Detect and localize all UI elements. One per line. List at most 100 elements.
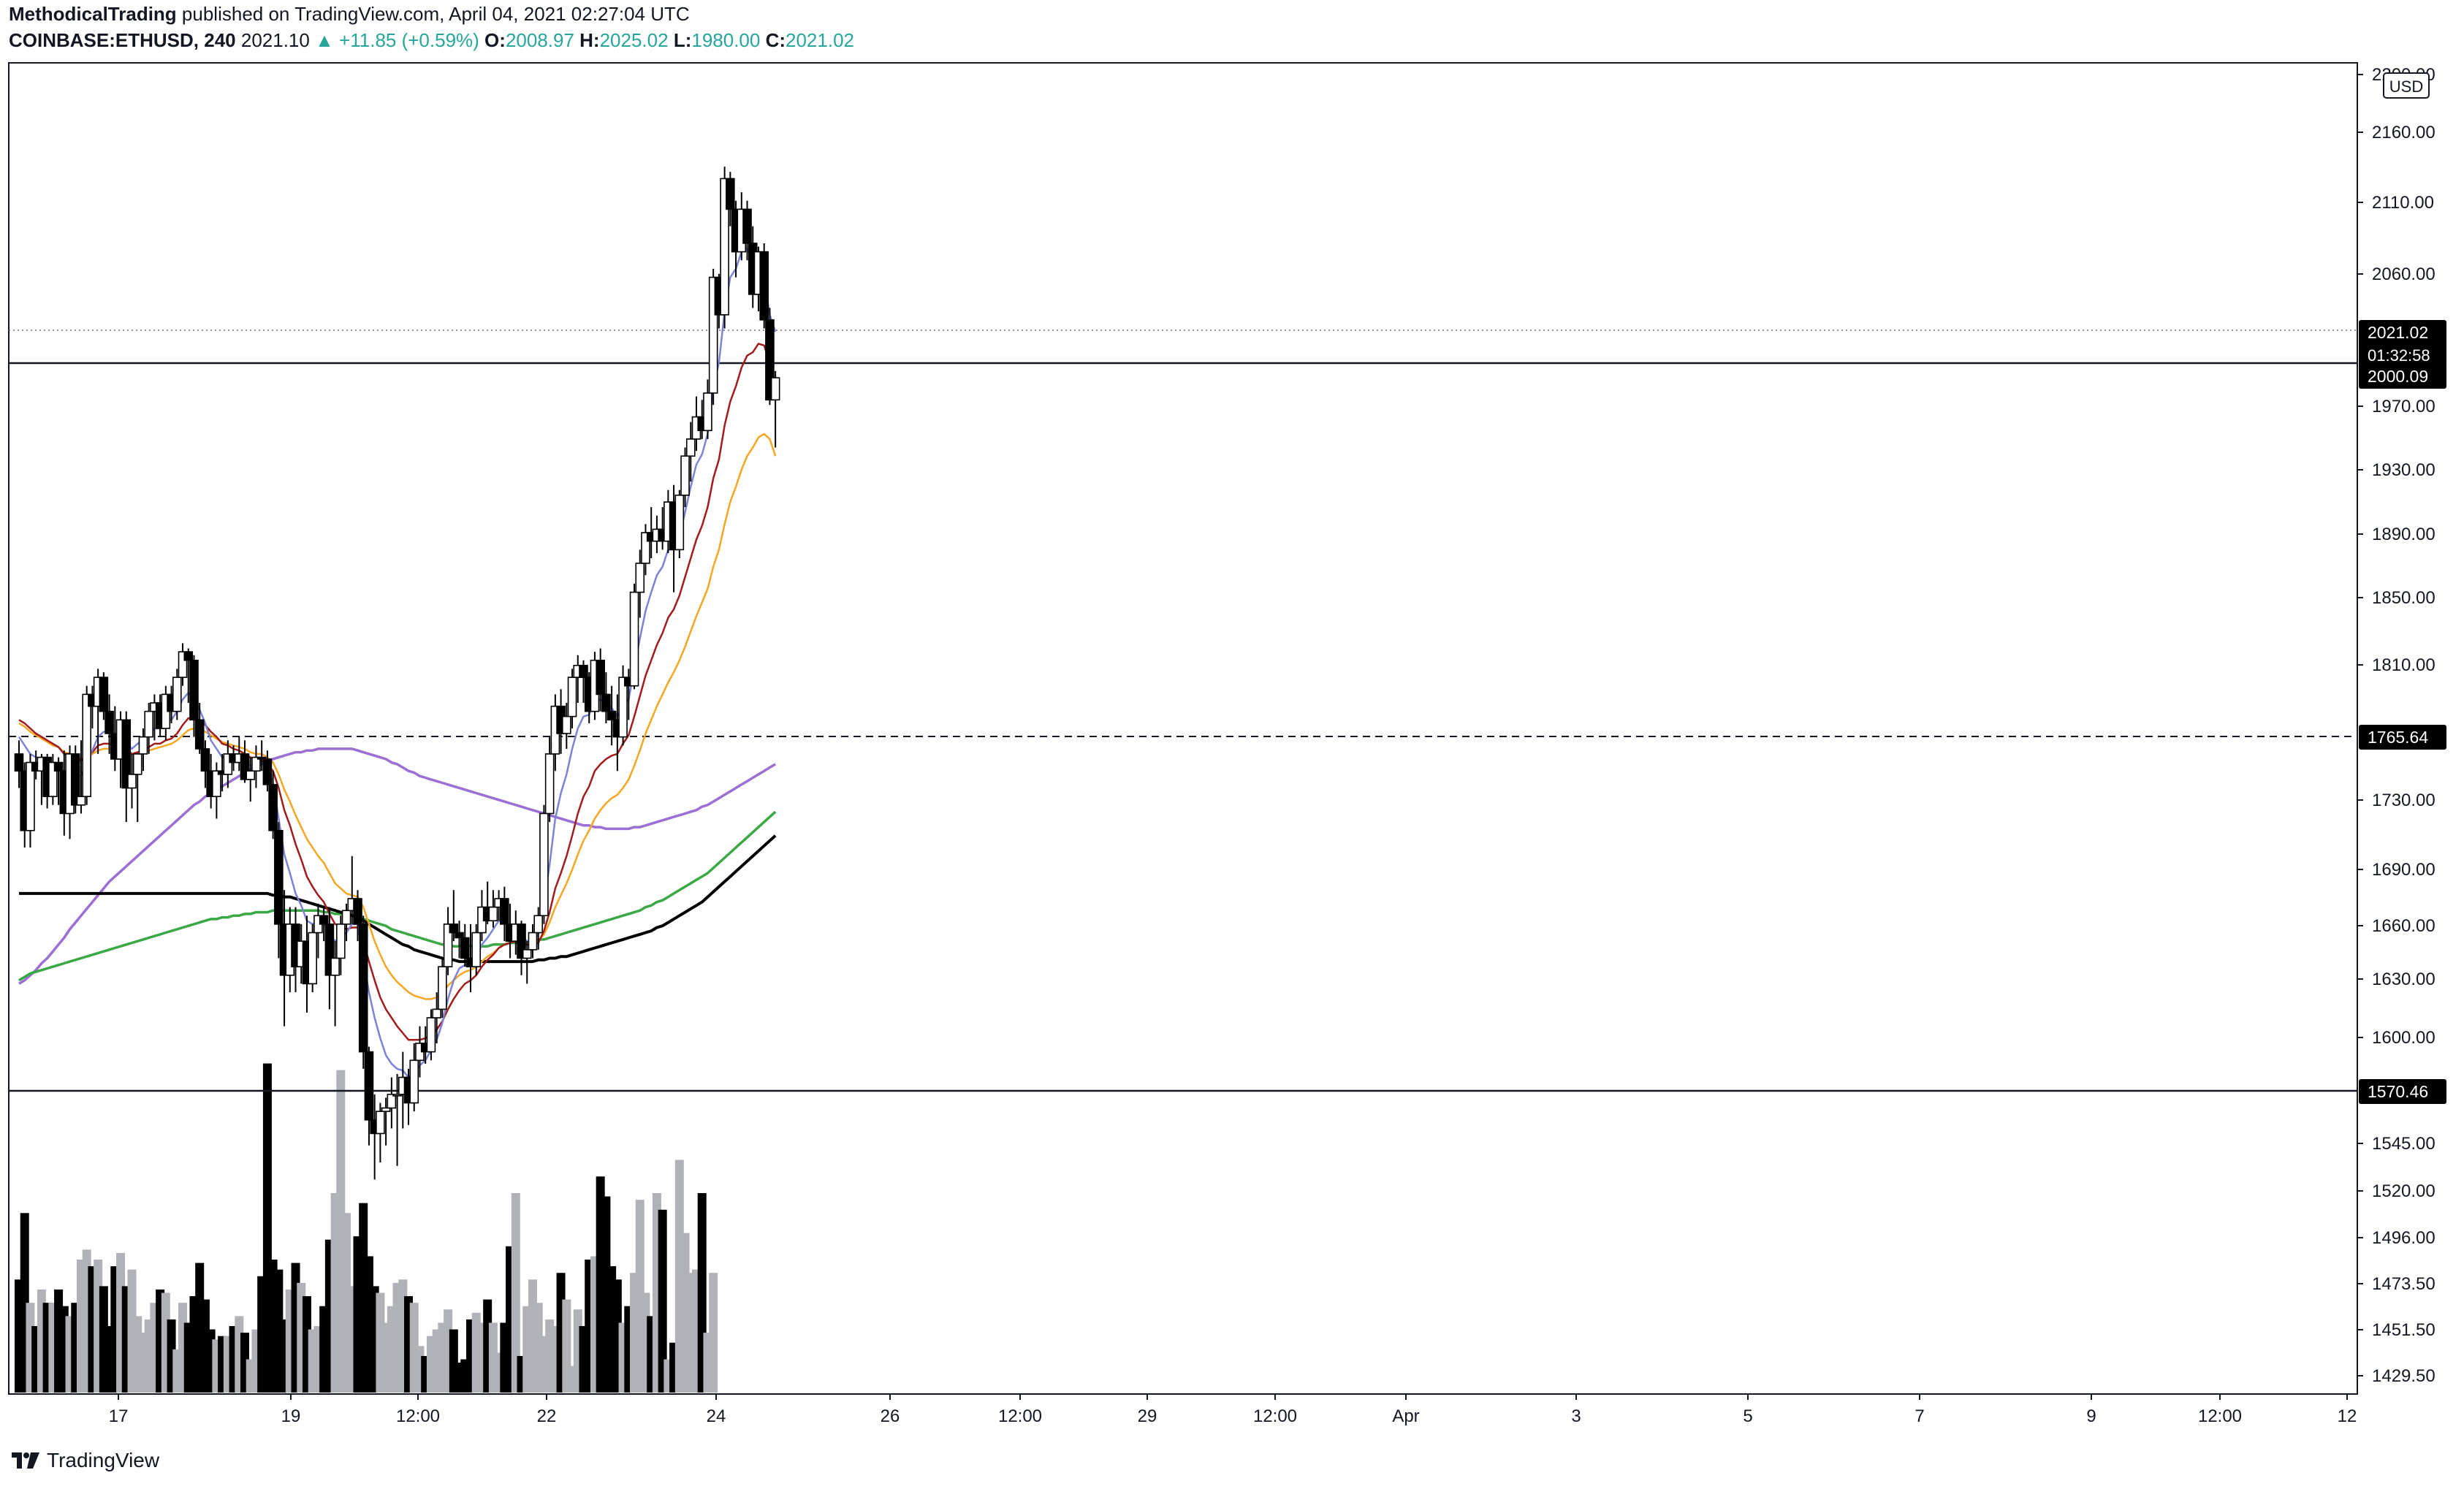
price-change: +11.85 (+0.59%) — [339, 29, 479, 51]
candle-up — [330, 957, 340, 976]
up-arrow-icon: ▲ — [315, 29, 334, 51]
y-tick-label: 1930.00 — [2372, 460, 2436, 480]
candle-down — [607, 710, 617, 721]
candle-down — [268, 784, 278, 831]
candle-up — [376, 1111, 385, 1135]
y-tick-label: 2110.00 — [2372, 193, 2434, 213]
x-tick-label: 3 — [1571, 1406, 1581, 1426]
x-tick-label: Apr — [1392, 1406, 1419, 1426]
x-tick-label: 12:00 — [2198, 1406, 2242, 1426]
candle-down — [200, 748, 210, 772]
candles — [14, 167, 780, 1180]
candle-down — [319, 915, 329, 925]
candle-up — [251, 756, 261, 772]
candle-down — [274, 829, 284, 925]
y-tick-label: 2060.00 — [2372, 264, 2436, 284]
ohlc-header: COINBASE:ETHUSD, 240 2021.10 ▲ +11.85 (+… — [9, 29, 854, 52]
x-tick-label: 12:00 — [396, 1406, 440, 1426]
candle-up — [533, 915, 544, 934]
y-tick-label: 1810.00 — [2372, 655, 2436, 675]
candle-up — [544, 753, 555, 815]
candle-down — [742, 208, 752, 244]
footer-brand: TradingView — [47, 1449, 160, 1471]
candle-up — [409, 1059, 419, 1104]
y-tick-label: 1730.00 — [2372, 791, 2436, 810]
close-label: C: — [765, 29, 786, 51]
candle-down — [194, 719, 205, 750]
candle-up — [629, 591, 639, 687]
candle-up — [336, 924, 346, 959]
price-label-box — [2359, 320, 2446, 367]
candle-up — [76, 796, 86, 806]
candle-up — [680, 455, 690, 496]
candle-up — [26, 761, 35, 831]
x-axis-labels: 17 19 12:00 22 24 26 12:00 29 12:00 Apr 3 5 7 9 12:00 1… — [109, 1394, 2357, 1426]
volume-bar — [709, 1273, 718, 1393]
y-tick-label: 1890.00 — [2372, 525, 2436, 544]
candle-up — [528, 932, 538, 951]
candle-down — [70, 753, 80, 806]
candle-up — [387, 1094, 397, 1109]
candle-up — [635, 563, 645, 593]
open-value: 2008.97 — [505, 29, 574, 51]
price-labels: 2021.02 01:32:58 2000.09 1765.64 1570.46 — [2359, 320, 2446, 1104]
x-tick-label: 24 — [707, 1406, 726, 1426]
candle-up — [539, 812, 549, 917]
symbol-label[interactable]: COINBASE:ETHUSD, 240 — [9, 29, 236, 51]
y-tick-label: 1496.00 — [2372, 1228, 2436, 1248]
candle-down — [99, 677, 109, 712]
candle-down — [262, 758, 273, 785]
candle-down — [579, 664, 588, 678]
x-tick-label: 26 — [881, 1406, 900, 1426]
candle-down — [358, 924, 368, 1053]
author-name[interactable]: MethodicalTrading — [9, 3, 177, 25]
y-tick-label: 1970.00 — [2372, 397, 2436, 416]
candle-down — [53, 761, 64, 772]
volume-bars — [15, 1063, 718, 1393]
x-tick-label: 9 — [2086, 1406, 2096, 1426]
candle-up — [488, 906, 498, 922]
x-tick-label: 12:00 — [998, 1406, 1042, 1426]
candle-down — [460, 937, 470, 959]
sma-purple-line — [18, 747, 777, 985]
price-label-text: 2021.02 — [2368, 323, 2428, 342]
price-label-text: 1570.46 — [2368, 1082, 2428, 1101]
y-tick-label: 1660.00 — [2372, 916, 2436, 936]
tradingview-logo[interactable]: TradingView — [10, 1449, 159, 1472]
candle-up — [127, 774, 137, 789]
candle-up — [172, 677, 182, 712]
price-label-box — [2359, 1079, 2446, 1104]
candle-down — [183, 651, 194, 661]
currency-badge[interactable]: USD — [2383, 72, 2430, 99]
candle-down — [189, 659, 199, 721]
candle-up — [471, 932, 482, 967]
x-tick-label: 19 — [281, 1406, 301, 1426]
candle-down — [596, 659, 605, 696]
price-chart[interactable]: 2200.002160.002110.002060.001970.001930.… — [0, 0, 2464, 1439]
candle-down — [104, 710, 114, 734]
sma-green-line — [18, 810, 777, 982]
y-tick-label: 1850.00 — [2372, 588, 2436, 608]
candle-up — [567, 677, 577, 717]
candle-up — [82, 693, 91, 797]
candle-up — [720, 178, 729, 316]
candle-down — [455, 932, 464, 939]
x-tick-label: 17 — [109, 1406, 129, 1426]
moving-averages — [18, 247, 777, 1078]
countdown-label: 01:32:58 — [2368, 346, 2430, 365]
publish-info: published on TradingView.com, April 04, … — [181, 3, 690, 25]
candle-up — [132, 753, 142, 775]
candle-down — [256, 756, 267, 760]
candle-up — [212, 770, 221, 797]
ema-blue-line — [18, 247, 777, 1078]
candle-up — [381, 1107, 391, 1112]
publish-header: MethodicalTrading published on TradingVi… — [9, 3, 690, 26]
y-tick-label: 1600.00 — [2372, 1028, 2436, 1048]
y-tick-label: 1429.50 — [2372, 1366, 2436, 1386]
y-tick-label: 1473.50 — [2372, 1274, 2436, 1294]
high-label: H: — [579, 29, 600, 51]
candle-up — [48, 761, 58, 797]
price-label-text: 1765.64 — [2368, 728, 2428, 747]
volume-bar — [511, 1193, 520, 1393]
y-tick-label: 1545.00 — [2372, 1134, 2436, 1154]
